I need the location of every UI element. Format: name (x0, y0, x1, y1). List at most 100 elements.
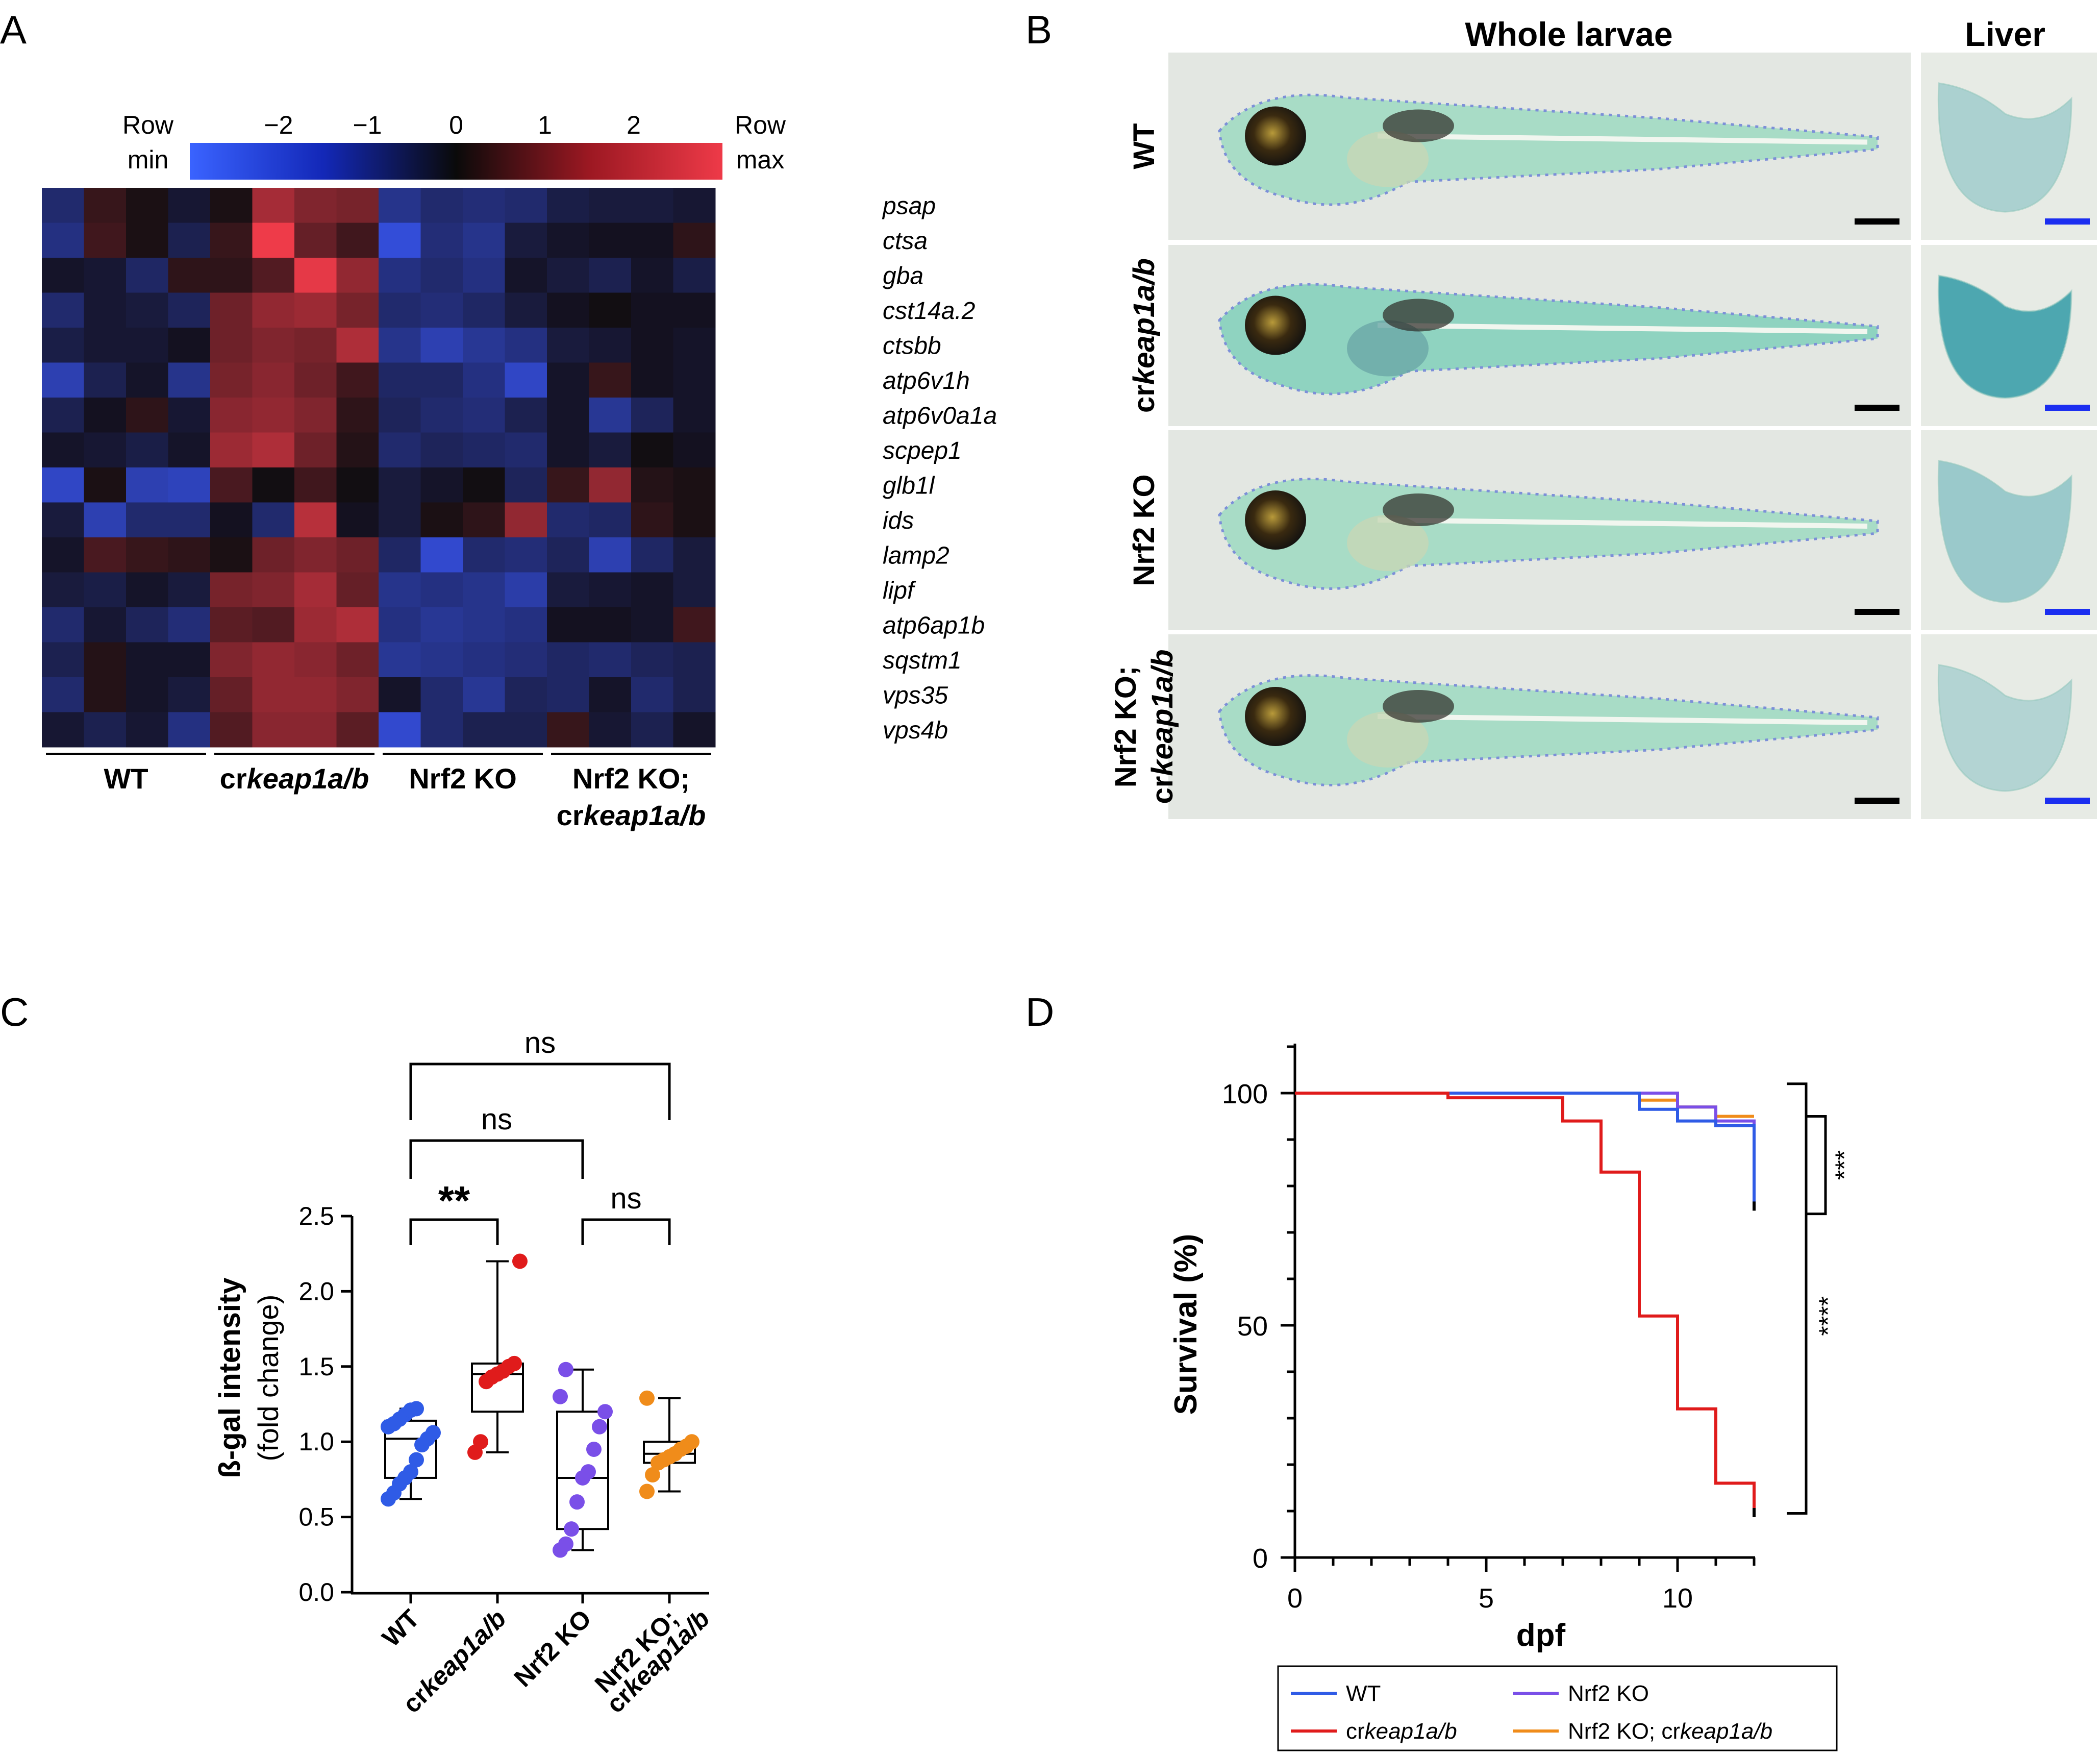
significance-bracket (1787, 1082, 1808, 1515)
liver-tissue (1937, 664, 2072, 792)
heatmap-cell (42, 188, 84, 223)
scale-bar-black (1855, 218, 1899, 225)
heatmap-cell (336, 607, 379, 642)
heatmap-cell (42, 467, 84, 503)
heatmap-cell (379, 537, 421, 573)
heatmap-cell (589, 467, 632, 503)
data-point (592, 1419, 607, 1435)
heatmap-cell (168, 642, 211, 678)
x-tick-label: 0 (1287, 1583, 1303, 1614)
heatmap-cell (463, 362, 505, 398)
col-header-liver: Liver (1965, 15, 2045, 53)
heatmap-cell (673, 642, 716, 678)
heatmap-cell (379, 572, 421, 608)
heatmap-cell (463, 292, 505, 328)
heatmap-cell (420, 292, 463, 328)
heatmap-group-labels: WT crkeap1a/b Nrf2 KO Nrf2 KO; crkeap1a/b (46, 753, 711, 831)
gene-label: ctsbb (883, 332, 941, 359)
heatmap-cell (168, 677, 211, 712)
heatmap-cell (42, 572, 84, 608)
significance-bracket (581, 1218, 671, 1245)
gene-label: scpep1 (883, 437, 962, 464)
heatmap-cell (126, 677, 168, 712)
gene-label: vps35 (883, 682, 948, 709)
heatmap-cell (420, 607, 463, 642)
heatmap-cell (84, 188, 127, 223)
heatmap-cell (379, 712, 421, 748)
heatmap-cell (463, 607, 505, 642)
significance-bracket (409, 1218, 499, 1245)
col-header-whole-larvae: Whole larvae (1465, 15, 1672, 53)
heatmap-cell (420, 642, 463, 678)
group-label: crkeap1a/b (557, 799, 706, 831)
heatmap-cell (84, 362, 127, 398)
larva-pigment (1383, 109, 1454, 142)
data-point (403, 1464, 418, 1480)
heatmap-cell (336, 258, 379, 293)
heatmap-cell (673, 537, 716, 573)
heatmap-cell (42, 362, 84, 398)
image-row-label: WT (1128, 123, 1161, 169)
heatmap-cell (336, 712, 379, 748)
heatmap-cell (463, 537, 505, 573)
heatmap-cell (547, 328, 589, 363)
heatmap-cells (42, 188, 716, 748)
boxplot-boxes (384, 1260, 696, 1551)
image-row-label: Nrf2 KO (1128, 474, 1161, 586)
heatmap-cell (294, 398, 337, 433)
legend-label: Nrf2 KO; crkeap1a/b (1568, 1719, 1772, 1744)
heatmap-cell (294, 537, 337, 573)
y-tick-label: 1.0 (298, 1427, 334, 1456)
scale-tick-label: −2 (264, 111, 293, 139)
significance-label: *** (1830, 1150, 1859, 1180)
scale-label-min: min (128, 145, 169, 174)
heatmap-cell (84, 432, 127, 468)
boxplot-y-subtitle: (fold change) (252, 1295, 284, 1462)
heatmap-cell (84, 572, 127, 608)
heatmap-cell (420, 188, 463, 223)
heatmap-cell (336, 642, 379, 678)
larva-notochord (1377, 714, 1868, 725)
heatmap-cell (547, 467, 589, 503)
heatmap-cell (168, 537, 211, 573)
survival-curve (1295, 1092, 1756, 1205)
heatmap-cell (463, 432, 505, 468)
heatmap-cell (379, 223, 421, 258)
heatmap-cell (631, 537, 673, 573)
significance-label: **** (1814, 1296, 1842, 1336)
heatmap-cell (42, 328, 84, 363)
heatmap-cell (379, 398, 421, 433)
survival-significance: ******* (1787, 1082, 1859, 1515)
heatmap-cell (126, 467, 168, 503)
gene-label: glb1l (883, 472, 935, 499)
heatmap-cell (126, 572, 168, 608)
scale-tick-label: −1 (353, 111, 382, 139)
heatmap-cell (42, 537, 84, 573)
heatmap-cell (84, 537, 127, 573)
heatmap-cell (547, 398, 589, 433)
heatmap-cell (673, 677, 716, 712)
heatmap-cell (589, 432, 632, 468)
heatmap-cell (547, 642, 589, 678)
heatmap-cell (252, 362, 295, 398)
y-tick-label: 0 (1253, 1543, 1268, 1574)
group-label: crkeap1a/b (220, 762, 369, 795)
scale-bar-blue (2045, 218, 2090, 225)
heatmap-cell (126, 607, 168, 642)
heatmap-cell (294, 223, 337, 258)
heatmap-cell (547, 432, 589, 468)
larva-eye (1245, 295, 1306, 355)
heatmap-cell (547, 537, 589, 573)
survival-curve (1295, 1092, 1756, 1511)
heatmap-cell (589, 398, 632, 433)
heatmap-cell (547, 502, 589, 538)
heatmap-cell (252, 188, 295, 223)
heatmap-cell (168, 223, 211, 258)
heatmap-cell (126, 398, 168, 433)
heatmap-cell (589, 223, 632, 258)
survival-y-title: Survival (%) (1168, 1234, 1204, 1415)
x-category-label: WT (377, 1604, 425, 1652)
group-label: Nrf2 KO (409, 762, 517, 795)
data-point (639, 1484, 655, 1499)
